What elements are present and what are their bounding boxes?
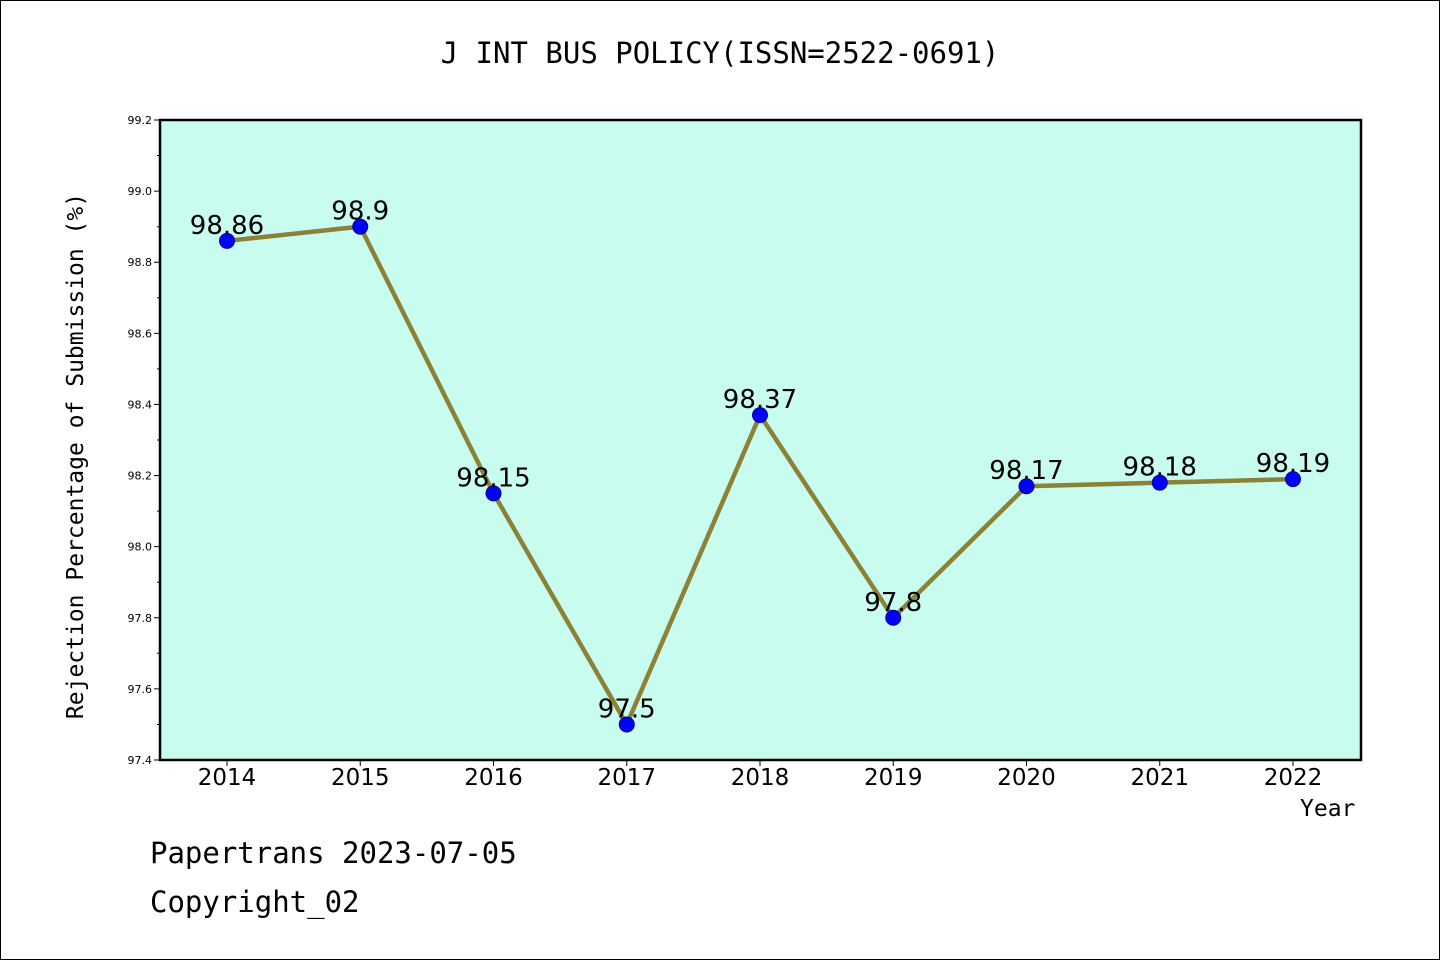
data-point — [752, 407, 768, 424]
y-tick-label: 99.2 — [128, 114, 153, 127]
x-tick-label: 2017 — [597, 765, 656, 791]
y-tick-label: 99.0 — [128, 185, 153, 198]
data-point — [1018, 478, 1035, 495]
y-tick-label: 98.2 — [128, 470, 153, 483]
data-label: 98.17 — [989, 456, 1063, 486]
y-tick-label: 97.4 — [128, 754, 153, 767]
data-label: 98.19 — [1256, 449, 1330, 479]
x-tick-label: 2018 — [731, 765, 790, 791]
data-point — [618, 716, 635, 733]
data-label: 97.8 — [864, 588, 922, 618]
data-label: 98.15 — [456, 463, 530, 493]
data-point — [885, 609, 902, 626]
data-point — [352, 218, 369, 235]
data-point — [219, 232, 235, 249]
footer-copyright: Copyright_02 — [150, 885, 360, 919]
x-tick-label: 2022 — [1264, 765, 1323, 791]
x-tick-label: 2015 — [331, 765, 390, 791]
y-tick-label: 97.6 — [128, 683, 153, 696]
data-label: 98.18 — [1123, 453, 1197, 483]
data-point — [485, 485, 502, 502]
markers-group — [219, 218, 1301, 733]
y-tick-label: 98.0 — [128, 541, 153, 554]
x-axis-label: Year — [1300, 796, 1356, 822]
footer-date: Papertrans 2023-07-05 — [150, 836, 517, 870]
x-tick-label: 2020 — [997, 765, 1056, 791]
axis-ticks: 97.4 97.6 97.8 98.0 98.2 98.4 98.6 98.8 99.0 99.2… — [128, 114, 1323, 791]
data-label: 98.86 — [190, 211, 264, 241]
x-tick-label: 2019 — [864, 765, 923, 791]
y-tick-label: 98.4 — [128, 398, 153, 411]
y-axis-label: Rejection Percentage of Submission (%) — [63, 192, 89, 720]
data-label: 97.5 — [598, 694, 656, 724]
y-tick-label: 98.8 — [128, 256, 153, 269]
chart-title: J INT BUS POLICY(ISSN=2522-0691) — [440, 36, 1000, 70]
plot-border — [158, 118, 1363, 762]
y-tick-label: 98.6 — [128, 327, 153, 340]
data-label: 98.9 — [331, 197, 389, 227]
data-label: 98.37 — [723, 385, 797, 415]
data-point — [1151, 474, 1168, 491]
y-tick-label: 97.8 — [128, 612, 153, 625]
data-point — [1285, 471, 1301, 488]
x-tick-label: 2021 — [1130, 765, 1189, 791]
x-tick-label: 2014 — [198, 765, 257, 791]
data-labels-group: 98.86 98.9 98.15 97.5 98.37 97.8 98.17 98.18 98.… — [190, 197, 1330, 725]
x-tick-label: 2016 — [464, 765, 523, 791]
